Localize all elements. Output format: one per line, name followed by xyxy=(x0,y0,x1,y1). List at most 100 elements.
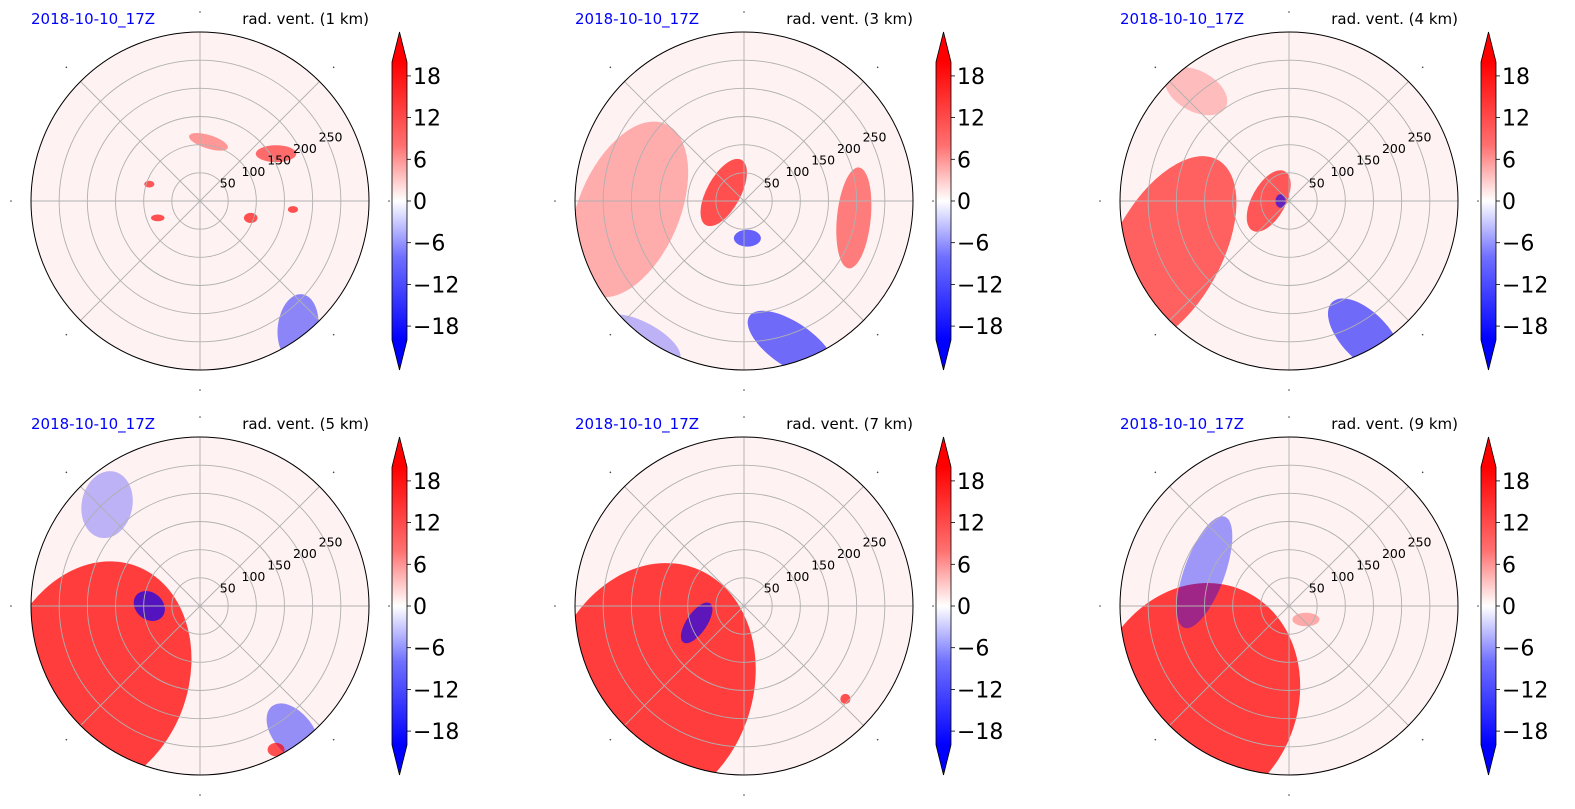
angular-tick-dot xyxy=(876,471,879,474)
radial-tick-label: 100 xyxy=(1331,569,1355,584)
colorbar-tick-label: 0 xyxy=(1502,190,1516,215)
angular-grid-line xyxy=(1169,486,1290,607)
colorbar-tick-label: 12 xyxy=(957,107,985,132)
radial-tick-label: 50 xyxy=(220,581,236,596)
radial-tick-label: 150 xyxy=(267,558,291,573)
panel-date-label: 2018-10-10_17Z xyxy=(31,10,155,29)
panel-date-label: 2018-10-10_17Z xyxy=(31,415,155,434)
angular-grid-line xyxy=(1169,81,1290,202)
angular-tick-dot xyxy=(65,333,68,336)
colorbar-tick-label: −6 xyxy=(413,232,445,257)
angular-grid-line xyxy=(199,81,320,202)
colorbar-tick-label: 12 xyxy=(957,512,985,537)
polar-frame xyxy=(1119,31,1459,371)
colorbar-tick-label: −18 xyxy=(1502,720,1548,745)
colorbar-tick-label: 6 xyxy=(413,553,427,578)
radial-tick-label: 50 xyxy=(764,176,780,191)
radial-tick-label: 250 xyxy=(319,130,343,145)
angular-grid-line xyxy=(743,200,864,321)
colorbar-tick-label: −18 xyxy=(1502,315,1548,340)
colorbar-tick-label: 0 xyxy=(413,595,427,620)
positive-region-6 xyxy=(150,214,165,222)
radial-tick-label: 250 xyxy=(863,130,887,145)
angular-tick-dot xyxy=(332,333,335,336)
angular-tick-dot xyxy=(388,605,390,607)
angular-grid-line xyxy=(80,200,201,321)
colorbar-tick-label: 18 xyxy=(413,65,441,90)
radial-tick-label: 250 xyxy=(1408,535,1432,550)
colorbar-bar xyxy=(1481,62,1496,340)
angular-grid-line xyxy=(199,486,320,607)
angular-tick-dot xyxy=(932,605,934,607)
angular-tick-dot xyxy=(1154,471,1157,474)
colorbar-extend-bottom xyxy=(1481,340,1496,370)
angular-tick-dot xyxy=(10,605,12,607)
positive-region-5 xyxy=(836,167,872,269)
radial-tick-label: 150 xyxy=(267,153,291,168)
colorbar-tick-label: 0 xyxy=(413,190,427,215)
angular-grid-line xyxy=(1288,486,1409,607)
colorbar-tick-label: −18 xyxy=(957,315,1003,340)
colorbar-outline xyxy=(935,436,952,776)
colorbar-extend-top xyxy=(936,437,951,467)
colorbar-tick-label: 18 xyxy=(957,470,985,495)
radial-tick-label: 50 xyxy=(1309,581,1325,596)
colorbar-tick-label: −12 xyxy=(413,678,459,703)
angular-grid-line xyxy=(80,605,201,726)
colorbar-tick-label: 18 xyxy=(957,65,985,90)
colorbar-extend-bottom xyxy=(392,745,407,775)
angular-tick-dot xyxy=(609,333,612,336)
positive-region-1 xyxy=(575,121,689,298)
angular-tick-dot xyxy=(743,389,745,391)
angular-tick-dot xyxy=(932,200,934,202)
angular-tick-dot xyxy=(199,11,201,13)
angular-grid-line xyxy=(199,605,320,726)
radial-tick-label: 250 xyxy=(863,535,887,550)
angular-tick-dot xyxy=(609,738,612,741)
angular-grid-line xyxy=(624,200,745,321)
angular-grid-line xyxy=(743,605,864,726)
colorbar-tick-label: 18 xyxy=(413,470,441,495)
angular-grid-line xyxy=(624,486,745,607)
colorbar-outline xyxy=(391,31,408,371)
colorbar: 18 12 6 0 −6 −12 −18 xyxy=(1480,436,1548,776)
negative-region-3 xyxy=(81,471,133,539)
panel-date-label: 2018-10-10_17Z xyxy=(575,415,699,434)
colorbar-tick-label: −18 xyxy=(957,720,1003,745)
angular-grid-line xyxy=(199,200,320,321)
colorbar: 18 12 6 0 −6 −12 −18 xyxy=(391,31,459,371)
angular-grid-line xyxy=(1288,81,1409,202)
positive-region-5 xyxy=(287,206,299,213)
angular-tick-dot xyxy=(1288,794,1290,796)
radial-tick-label: 150 xyxy=(1356,558,1380,573)
colorbar-tick-label: 6 xyxy=(1502,148,1516,173)
colorbar-bar xyxy=(392,62,407,340)
positive-region-2 xyxy=(700,158,747,227)
radial-tick-label: 100 xyxy=(1331,164,1355,179)
colorbar-bar xyxy=(1481,467,1496,745)
colorbar: 18 12 6 0 −6 −12 −18 xyxy=(935,436,1003,776)
negative-region-2 xyxy=(1176,516,1233,629)
angular-tick-dot xyxy=(1421,738,1424,741)
angular-tick-dot xyxy=(1288,416,1290,418)
angular-grid-line xyxy=(743,486,864,607)
panel-date-label: 2018-10-10_17Z xyxy=(575,10,699,29)
radial-tick-label: 100 xyxy=(786,569,810,584)
colorbar-tick-label: −12 xyxy=(413,273,459,298)
radial-tick-label: 200 xyxy=(837,141,861,156)
angular-tick-dot xyxy=(554,605,556,607)
angular-grid-line xyxy=(1288,200,1409,321)
angular-grid-line xyxy=(1169,605,1290,726)
colorbar-bar xyxy=(936,467,951,745)
colorbar-tick-label: −12 xyxy=(957,678,1003,703)
angular-tick-dot xyxy=(1154,333,1157,336)
angular-tick-dot xyxy=(1421,66,1424,69)
angular-tick-dot xyxy=(743,11,745,13)
radial-tick-label: 100 xyxy=(242,569,266,584)
radial-tick-label: 50 xyxy=(220,176,236,191)
